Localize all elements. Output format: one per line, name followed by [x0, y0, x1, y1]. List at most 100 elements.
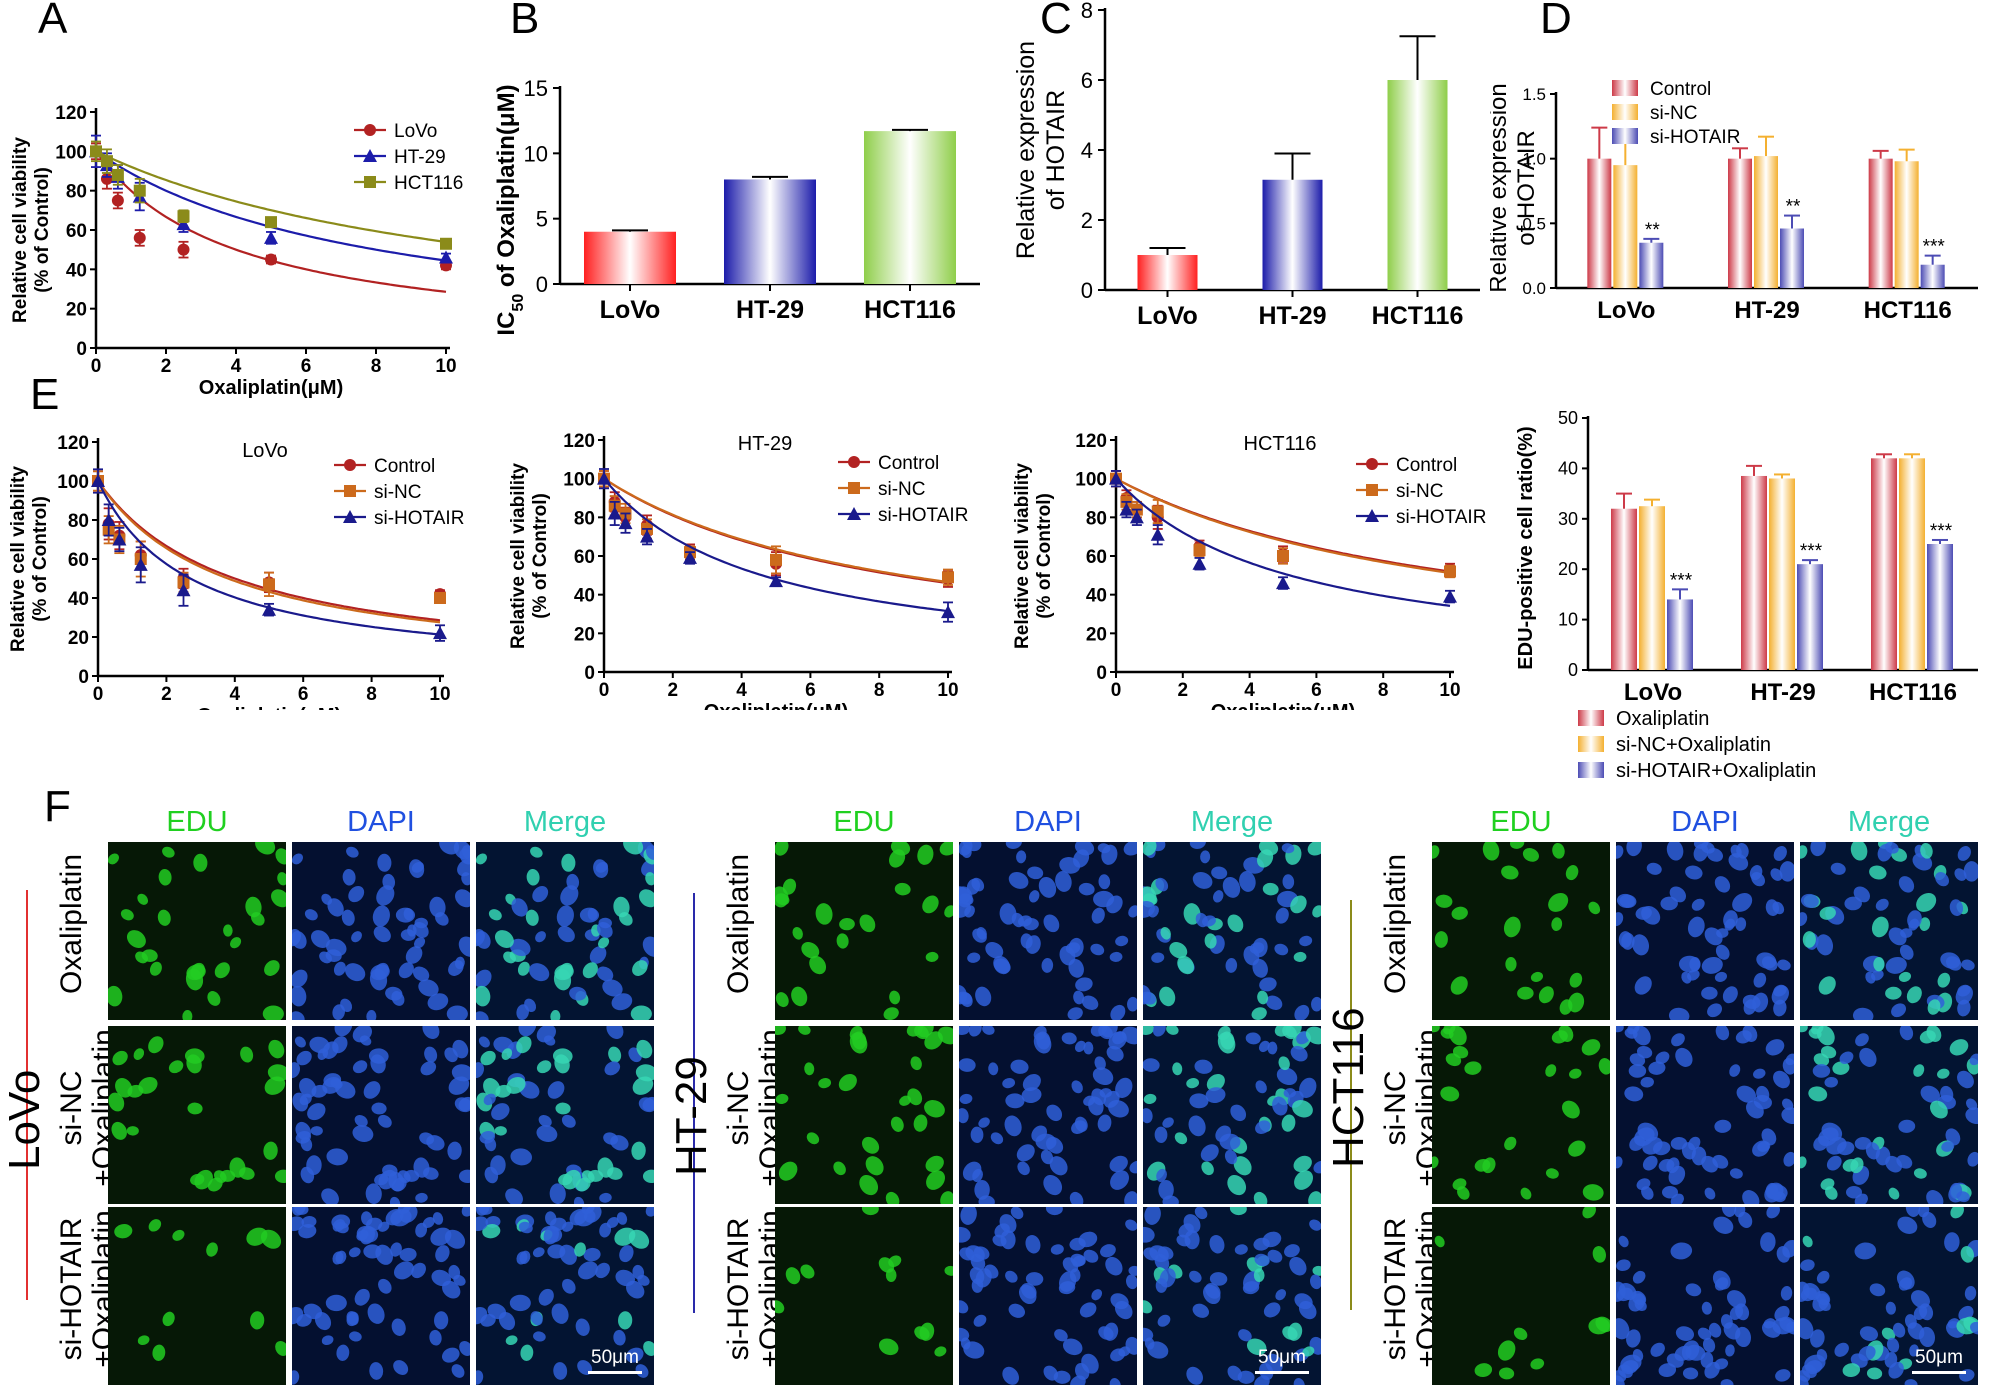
- nucleus: [1892, 1322, 1906, 1338]
- nucleus: [1118, 1346, 1131, 1357]
- nucleus: [1842, 1363, 1861, 1378]
- nucleus: [532, 1247, 545, 1258]
- legend-marker: [364, 124, 376, 136]
- nucleus: [374, 962, 389, 980]
- y-tick-label: 80: [574, 508, 595, 529]
- nucleus: [453, 1274, 466, 1286]
- micrograph-dapi: [959, 1207, 1137, 1385]
- nucleus: [1913, 1168, 1927, 1179]
- nucleus: [859, 1174, 879, 1196]
- nucleus: [1735, 1303, 1750, 1321]
- nucleus: [613, 1329, 626, 1346]
- micrograph-bg: [1432, 1207, 1610, 1385]
- nucleus: [299, 1093, 312, 1106]
- nucleus: [641, 859, 654, 877]
- nucleus: [1078, 882, 1095, 896]
- nucleus: [369, 1362, 384, 1380]
- nucleus: [292, 1062, 301, 1079]
- nucleus: [1775, 1369, 1791, 1382]
- nucleus: [1186, 1366, 1203, 1385]
- nucleus: [1888, 1187, 1900, 1200]
- column-label-edu: EDU: [166, 806, 228, 838]
- nucleus: [1482, 842, 1500, 861]
- nucleus: [604, 1061, 621, 1076]
- nucleus: [439, 842, 460, 855]
- nucleus: [1308, 1191, 1321, 1204]
- nucleus: [637, 1274, 650, 1286]
- nucleus: [1147, 1341, 1169, 1359]
- nucleus: [885, 1191, 900, 1204]
- y-tick-label: 20: [1086, 624, 1107, 645]
- nucleus: [1691, 898, 1705, 911]
- nucleus: [310, 1126, 323, 1136]
- significance-mark: **: [1645, 220, 1660, 241]
- nucleus: [1258, 842, 1279, 856]
- data-point-HCT116: [90, 145, 102, 158]
- nucleus: [1626, 842, 1642, 857]
- nucleus: [606, 1026, 624, 1040]
- row-label: Oxaliplatin: [722, 836, 755, 1012]
- y-tick-label: 0: [1568, 660, 1578, 680]
- nucleus: [172, 1229, 185, 1241]
- nucleus: [1885, 986, 1902, 1000]
- nucleus: [292, 1011, 305, 1020]
- nucleus: [611, 993, 633, 1011]
- nucleus: [352, 1125, 374, 1143]
- column-label-merge: Merge: [1190, 806, 1274, 838]
- nucleus: [1685, 865, 1703, 880]
- nucleus: [137, 893, 149, 905]
- nucleus: [1906, 986, 1922, 1004]
- nucleus: [1008, 1303, 1026, 1318]
- nucleus: [1629, 1135, 1645, 1151]
- nucleus: [1265, 995, 1283, 1011]
- nucleus: [1094, 1056, 1106, 1071]
- nucleus: [1503, 916, 1521, 938]
- nucleus: [1186, 1078, 1200, 1089]
- nucleus: [1658, 1363, 1677, 1378]
- nucleus: [326, 1148, 349, 1166]
- nucleus: [1729, 1064, 1741, 1077]
- nucleus: [1253, 1268, 1265, 1283]
- nucleus: [1818, 976, 1836, 995]
- nucleus: [1121, 1026, 1137, 1045]
- nucleus: [1735, 917, 1747, 931]
- nucleus: [127, 1084, 144, 1098]
- micrograph-dapi: [959, 1026, 1137, 1204]
- nucleus: [414, 937, 426, 949]
- nucleus: [1045, 1207, 1063, 1216]
- nucleus: [1582, 1207, 1596, 1219]
- nucleus: [1062, 1338, 1083, 1356]
- nucleus: [1061, 1032, 1077, 1045]
- nucleus: [1919, 1326, 1936, 1348]
- nucleus: [615, 1269, 636, 1287]
- nucleus: [1904, 1314, 1917, 1329]
- nucleus: [214, 962, 230, 979]
- nucleus: [1839, 1051, 1854, 1065]
- y-tick-label: 50: [1558, 408, 1578, 428]
- nucleus: [239, 1167, 255, 1180]
- nucleus: [447, 1141, 462, 1160]
- panel-label-a: A: [38, 0, 68, 43]
- significance-mark: ***: [1930, 521, 1953, 542]
- row-label-line: si-HOTAIR: [722, 1217, 755, 1361]
- nucleus: [245, 896, 262, 918]
- nucleus: [800, 1264, 815, 1279]
- nucleus: [1913, 1064, 1925, 1077]
- nucleus: [1002, 1366, 1019, 1385]
- nucleus: [1098, 1326, 1114, 1340]
- nucleus: [268, 1039, 285, 1059]
- data-point-HCT116: [111, 168, 124, 181]
- nucleus: [1700, 842, 1715, 854]
- nucleus: [1929, 1100, 1948, 1119]
- legend-label-si-NC+Oxaliplatin: si-NC+Oxaliplatin: [1616, 734, 1771, 756]
- nucleus: [1760, 1232, 1776, 1252]
- nucleus: [1616, 1026, 1624, 1033]
- micrograph-image: [292, 1026, 470, 1204]
- nucleus: [459, 1340, 470, 1356]
- nucleus: [1004, 1115, 1022, 1137]
- nucleus: [1074, 1040, 1086, 1053]
- nucleus: [1714, 876, 1731, 893]
- x-tick-label: 10: [937, 680, 958, 701]
- nucleus: [1674, 1345, 1692, 1362]
- column-label-dapi: DAPI: [1671, 806, 1739, 838]
